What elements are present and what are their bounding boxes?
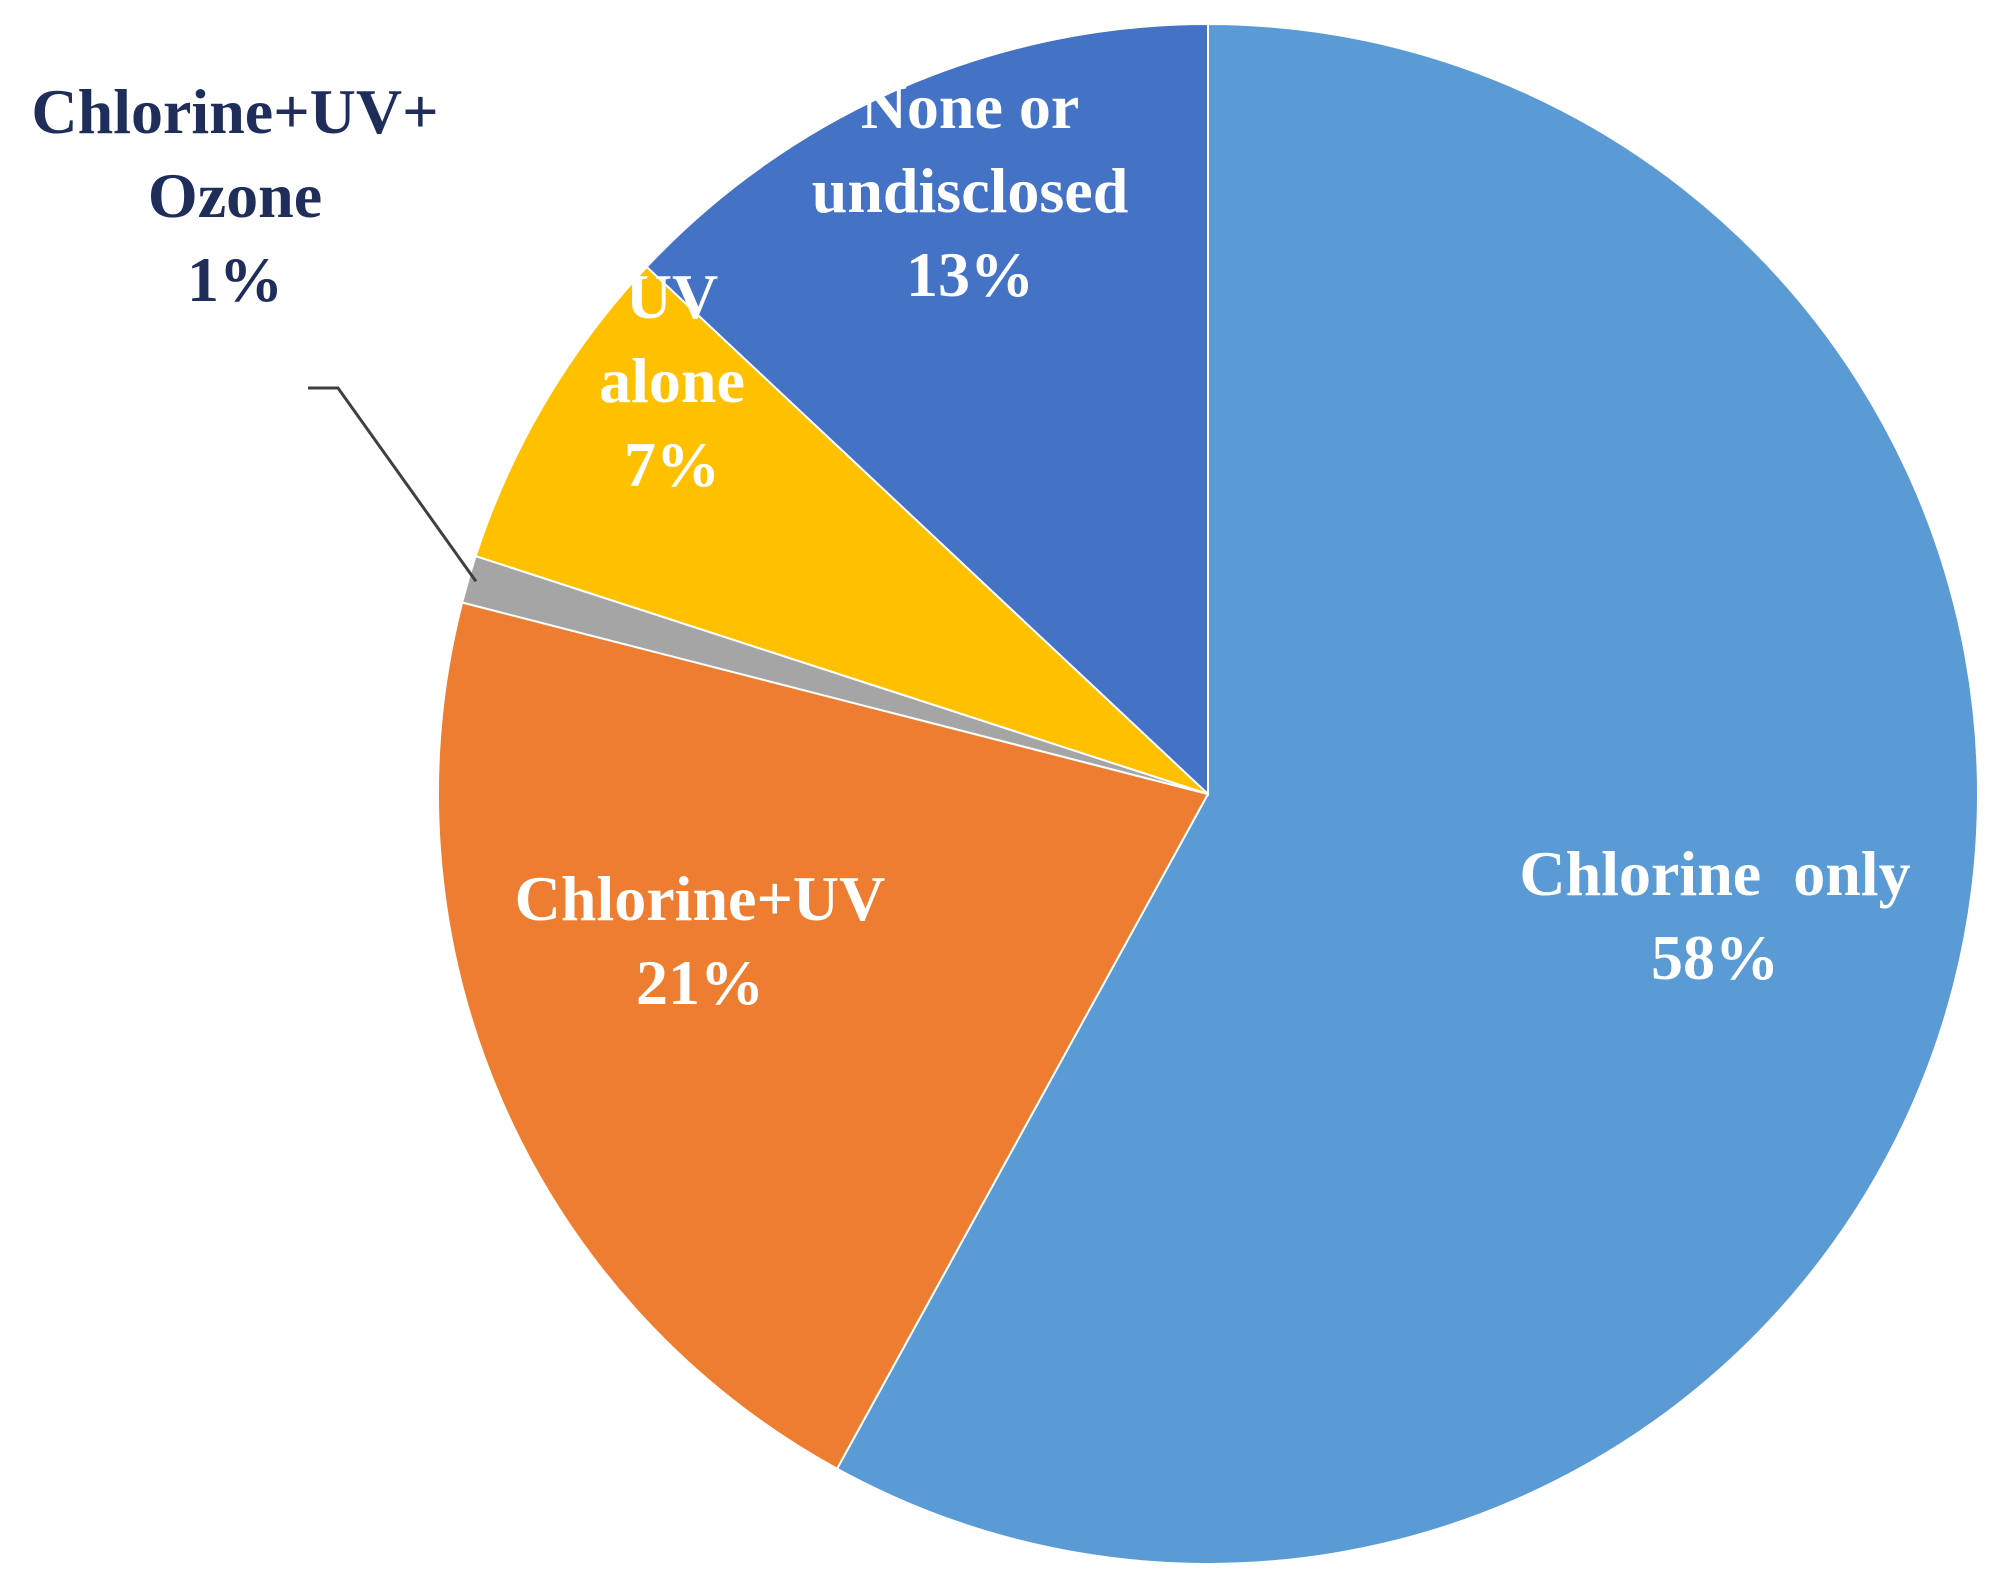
slice-label: None or (861, 71, 1080, 142)
pie-slice (437, 601, 1210, 1471)
slice-label: undisclosed (812, 155, 1129, 226)
pie-slice (835, 22, 1979, 1565)
slice-label: UV (626, 261, 718, 332)
slice-value-label: 1% (187, 244, 283, 315)
slice-value-label: 58% (1651, 922, 1779, 993)
pie-slice (474, 265, 1209, 795)
slice-label: Ozone (148, 160, 322, 231)
slice-label: alone (599, 345, 745, 416)
slice-value-label: 21% (636, 947, 764, 1018)
slice-label: Chlorine+UV+ (31, 76, 438, 147)
leader-line (308, 386, 478, 583)
slice-value-label: 13% (906, 239, 1034, 310)
slice-label: Chlorine+UV (515, 863, 886, 934)
slice-value-label: 7% (624, 429, 720, 500)
pie-slice (645, 22, 1209, 797)
slice-label: Chlorine only (1519, 838, 1910, 909)
